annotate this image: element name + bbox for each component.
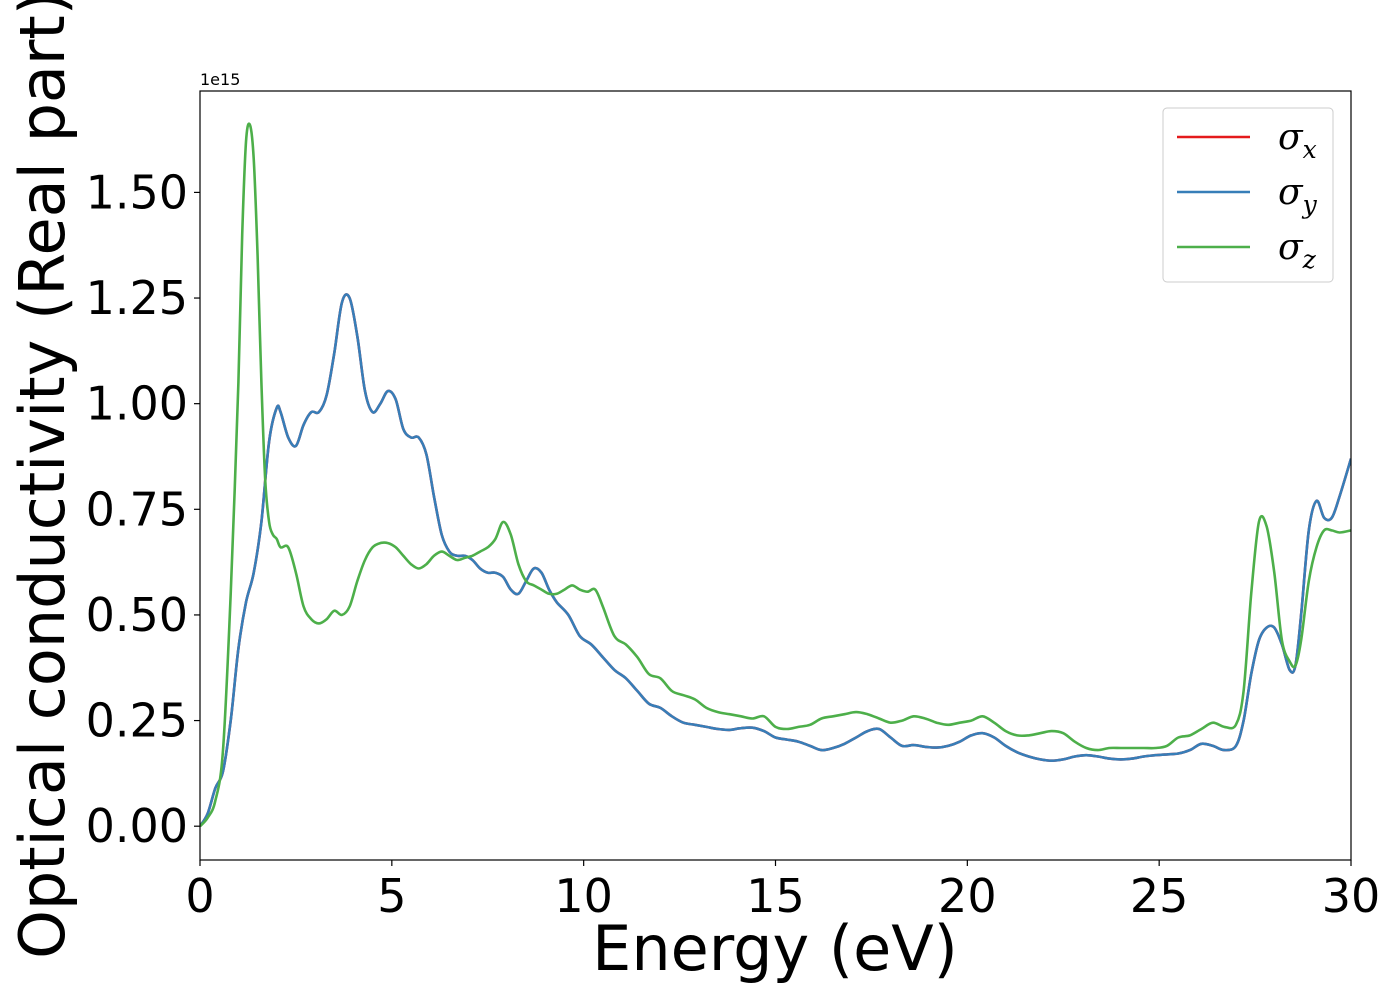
- y-tick-label: 0.25: [86, 694, 188, 748]
- series-group: [200, 122, 1351, 828]
- y-tick-label: 1.00: [86, 377, 188, 431]
- y-tick-label: 1.50: [86, 165, 188, 219]
- legend-label: σx: [1278, 117, 1317, 164]
- y-axis: 0.00 0.25 0.50 0.75 1.00 1.25 1.50: [86, 165, 200, 853]
- y-tick-label: 0.75: [86, 482, 188, 536]
- x-tick-label: 5: [377, 869, 406, 923]
- series-line-sigma-z: [200, 122, 1351, 828]
- y-tick-label: 1.25: [86, 271, 188, 325]
- x-tick-label: 30: [1322, 869, 1381, 923]
- x-tick-label: 15: [746, 869, 805, 923]
- legend-frame: [1162, 107, 1334, 283]
- legend: σx σy σz: [1162, 107, 1334, 283]
- x-tick-label: 10: [554, 869, 613, 923]
- y-tick-label: 0.00: [86, 799, 188, 853]
- y-axis-title: Optical conductivity (Real part): [6, 0, 79, 959]
- x-axis: 0 5 10 15 20 25 30: [185, 860, 1380, 923]
- y-tick-label: 0.50: [86, 588, 188, 642]
- series-line-sigma-y: [200, 293, 1351, 827]
- x-tick-label: 25: [1130, 869, 1189, 923]
- x-tick-label: 20: [938, 869, 997, 923]
- legend-label: σz: [1278, 227, 1317, 274]
- legend-label: σy: [1278, 172, 1318, 219]
- y-offset-text: 1e15: [200, 70, 240, 89]
- x-tick-label: 0: [185, 869, 214, 923]
- x-axis-title: Energy (eV): [592, 912, 958, 985]
